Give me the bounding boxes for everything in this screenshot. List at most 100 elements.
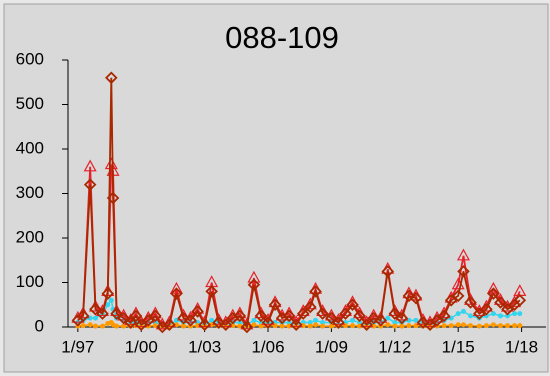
marker [357, 320, 363, 326]
marker [392, 323, 398, 329]
marker [456, 248, 470, 261]
marker [455, 311, 461, 317]
marker [512, 323, 518, 329]
y-tick-label: 600 [16, 49, 44, 68]
marker [406, 323, 412, 329]
marker [423, 318, 437, 332]
marker [313, 322, 319, 328]
marker [129, 309, 143, 323]
marker [307, 320, 313, 326]
marker [251, 322, 257, 328]
marker [505, 313, 510, 319]
marker [177, 311, 190, 325]
marker [173, 317, 179, 323]
marker [513, 294, 527, 307]
marker [505, 323, 510, 329]
marker [406, 317, 412, 323]
marker [367, 311, 380, 325]
marker [247, 278, 261, 291]
marker [392, 320, 398, 326]
marker [494, 296, 507, 309]
x-tick-label: 1/15 [442, 337, 475, 356]
marker [307, 323, 313, 329]
marker [501, 302, 514, 316]
marker [279, 323, 285, 329]
marker [517, 311, 523, 317]
marker [142, 314, 155, 327]
marker [399, 323, 405, 329]
y-tick-label: 200 [16, 227, 44, 246]
marker [350, 317, 356, 323]
marker [413, 317, 419, 323]
marker [296, 307, 310, 320]
y-tick-label: 0 [35, 316, 44, 335]
marker [282, 309, 296, 323]
marker [105, 302, 111, 308]
x-tick-label: 1/03 [188, 337, 221, 356]
marker [251, 317, 257, 323]
marker [437, 309, 451, 323]
marker [83, 159, 97, 172]
marker [205, 285, 218, 298]
marker [181, 323, 186, 329]
marker [219, 318, 233, 332]
marker [448, 323, 454, 329]
marker [473, 307, 486, 320]
marker [87, 322, 93, 328]
marker [316, 307, 329, 320]
marker [101, 287, 115, 300]
marker [360, 318, 373, 332]
marker [468, 313, 474, 319]
x-tick-label: 1/06 [251, 337, 284, 356]
marker [89, 302, 102, 316]
marker [444, 294, 458, 307]
marker [83, 178, 97, 191]
marker [134, 318, 148, 332]
marker [448, 315, 454, 321]
marker [468, 323, 474, 329]
y-tick-label: 500 [16, 94, 44, 113]
marker [237, 320, 243, 326]
x-tick-label: 1/18 [505, 337, 538, 356]
marker [497, 313, 503, 319]
marker [320, 320, 326, 326]
marker [149, 309, 162, 323]
marker [286, 320, 292, 326]
marker [490, 311, 496, 317]
marker [460, 308, 466, 314]
chart-title: 088-109 [225, 20, 339, 55]
marker [191, 305, 204, 318]
x-tick-label: 1/00 [125, 337, 158, 356]
marker [381, 265, 395, 278]
marker [106, 191, 120, 205]
marker [169, 281, 183, 294]
marker [163, 318, 176, 332]
marker [455, 322, 461, 328]
marker [105, 71, 118, 85]
marker [309, 285, 322, 298]
marker [247, 270, 261, 283]
marker [170, 287, 183, 300]
marker [114, 323, 120, 329]
marker [430, 314, 444, 327]
x-tick-label: 1/97 [61, 337, 94, 356]
marker [117, 311, 130, 325]
marker [92, 315, 98, 321]
marker [198, 318, 211, 332]
marker [289, 318, 303, 332]
marker [487, 287, 500, 300]
marker [480, 302, 493, 316]
marker [441, 323, 447, 329]
marker [254, 309, 268, 323]
marker [385, 322, 391, 328]
marker [483, 313, 489, 319]
marker [325, 311, 338, 325]
marker [512, 311, 518, 317]
marker [124, 316, 137, 329]
marker [402, 289, 416, 303]
marker [313, 317, 319, 323]
marker [490, 322, 496, 328]
marker [353, 309, 366, 323]
marker [96, 307, 109, 320]
marker [108, 297, 114, 303]
